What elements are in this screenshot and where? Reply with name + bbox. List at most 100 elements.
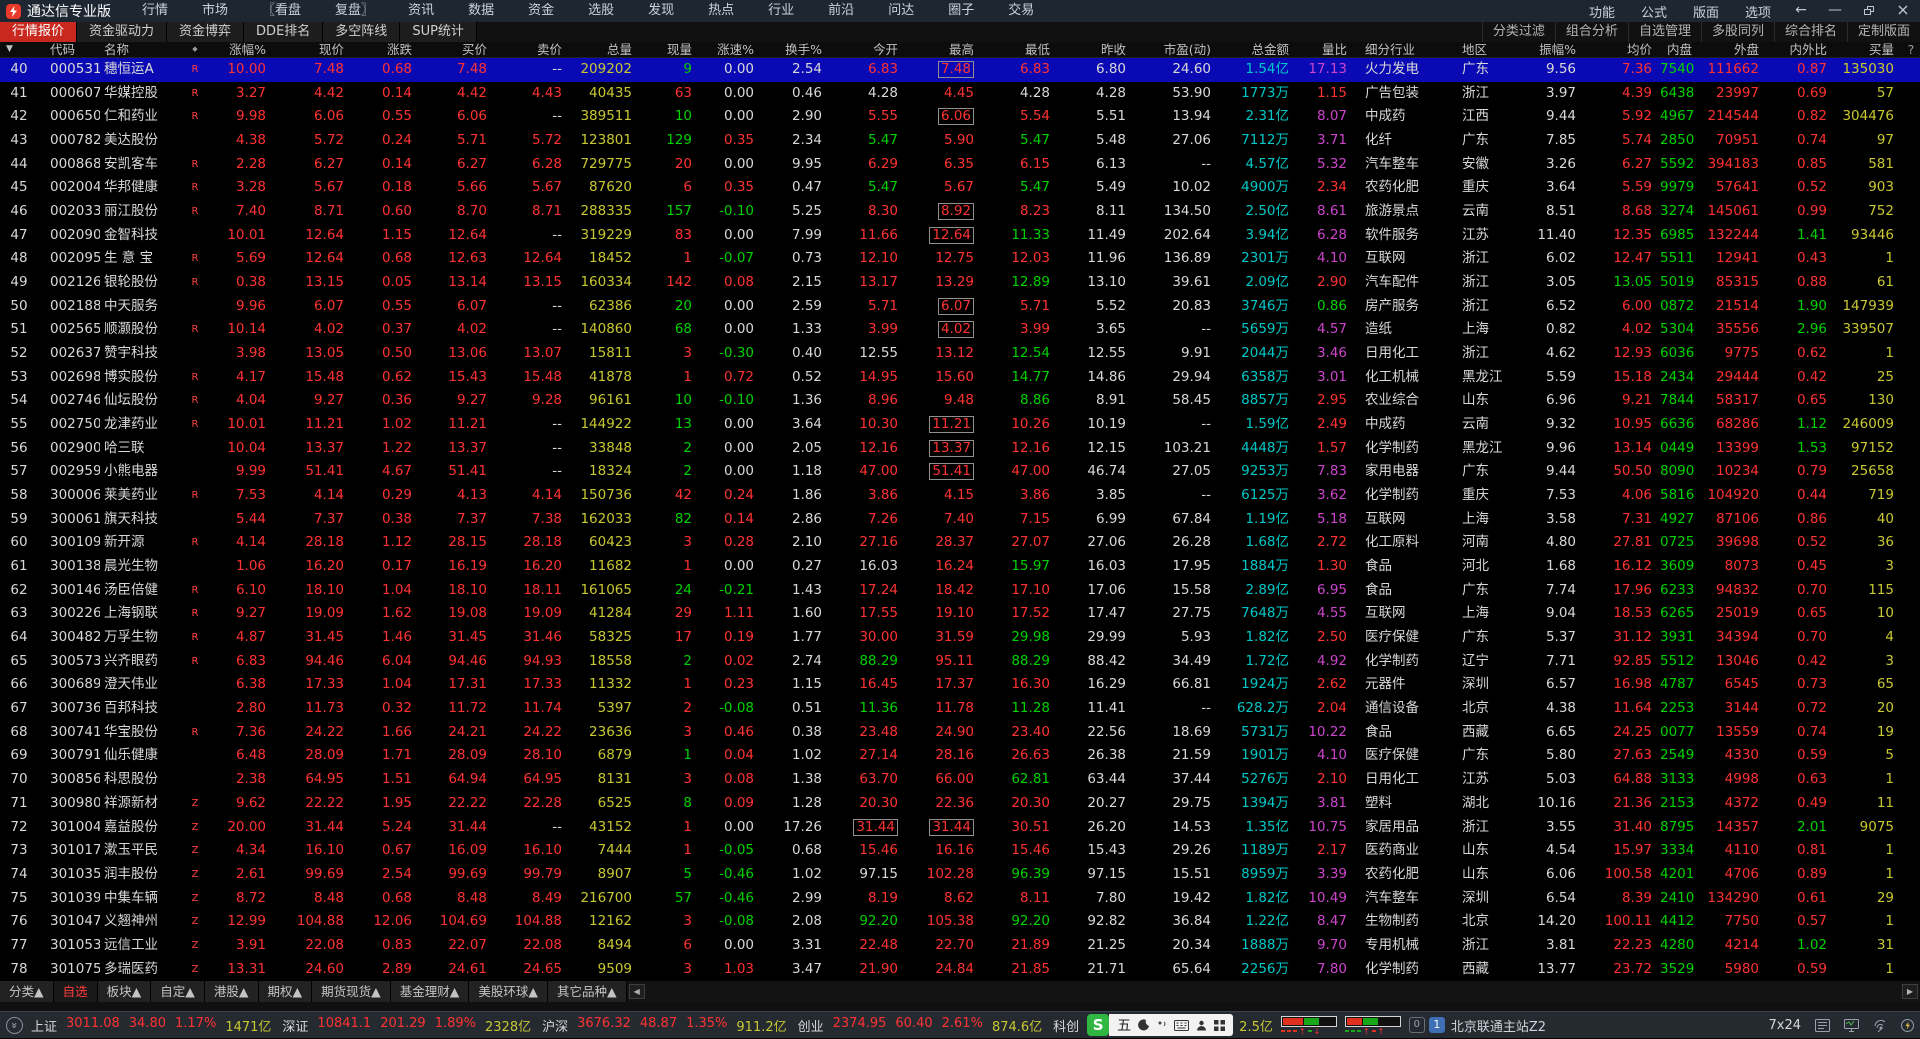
column-header-21[interactable]: 地区: [1462, 42, 1488, 57]
table-row[interactable]: 45 002004 华邦健康 R 3.28 5.67 0.18 5.66 5.67 87620 6 0…: [0, 176, 1920, 200]
table-row[interactable]: 65 300573 兴齐眼药 R 6.83 94.46 6.04 94.46 94.93 1855…: [0, 650, 1920, 674]
index-quote-0[interactable]: 上证 3011.08 34.80 1.17% 1471亿: [31, 1016, 271, 1035]
table-row[interactable]: 41 000607 华媒控股 R 3.27 4.42 0.14 4.42 4.43 40435 63…: [0, 82, 1920, 106]
column-header-11[interactable]: 涨速%: [717, 42, 754, 57]
menu-item-4[interactable]: 资讯: [408, 3, 435, 18]
index-label-partial[interactable]: 科创: [1053, 1019, 1080, 1035]
bottom-tab-1[interactable]: 自选: [53, 981, 98, 1003]
monitor-status-icon[interactable]: [1844, 1018, 1859, 1032]
column-header-3[interactable]: ◆: [192, 45, 198, 53]
bottom-tab-0[interactable]: 分类▲: [0, 981, 54, 1003]
quote-tab-3[interactable]: DDE排名: [244, 22, 324, 42]
notification-badge[interactable]: 1: [1428, 1017, 1445, 1034]
bottom-tab-6[interactable]: 期货现货▲: [312, 981, 391, 1003]
table-row[interactable]: 51 002565 顺灏股份 R 10.14 4.02 0.37 4.02 -- 140860 68…: [0, 318, 1920, 342]
table-row[interactable]: 67 300736 百邦科技 2.80 11.73 0.32 11.72 11.74 5397 2…: [0, 697, 1920, 721]
bottom-tab-7[interactable]: 基金理财▲: [390, 981, 470, 1003]
right-menu-item-0[interactable]: 功能: [1588, 5, 1615, 21]
table-row[interactable]: 47 002090 金智科技 10.01 12.64 1.15 12.64 -- 319229 8…: [0, 224, 1920, 248]
table-row[interactable]: 52 002637 赞宇科技 3.98 13.05 0.50 13.06 13.07 15811…: [0, 342, 1920, 366]
ime-mode-label[interactable]: 五: [1117, 1018, 1132, 1035]
table-row[interactable]: 46 002033 丽江股份 R 7.40 8.71 0.60 8.70 8.71 288335 1…: [0, 200, 1920, 224]
column-header-25[interactable]: 外盘: [1733, 42, 1759, 57]
menu-item-0[interactable]: 行情: [142, 3, 169, 18]
menu-item-2[interactable]: 〖看盘: [262, 3, 302, 18]
menu-item-14[interactable]: 交易: [1008, 3, 1035, 18]
column-header-1[interactable]: 代码: [50, 42, 76, 57]
column-header-26[interactable]: 内外比: [1789, 42, 1827, 57]
column-header-19[interactable]: 量比: [1321, 42, 1347, 57]
column-header-12[interactable]: 换手%: [785, 42, 822, 57]
toolbar-action-4[interactable]: 综合排名: [1773, 22, 1847, 42]
column-header-23[interactable]: 均价: [1626, 42, 1652, 57]
punctuation-icon[interactable]: [1157, 1020, 1167, 1030]
bottom-tab-9[interactable]: 其它品种▲: [548, 981, 627, 1003]
table-row[interactable]: 78 301075 多瑞医药 Z 13.31 24.60 2.89 24.61 24.65 950…: [0, 958, 1920, 982]
table-row[interactable]: 75 301039 中集车辆 Z 8.72 8.48 0.68 8.48 8.49 216700 5…: [0, 887, 1920, 911]
table-row[interactable]: 59 300061 旗天科技 5.44 7.37 0.38 7.37 7.38 162033 82…: [0, 508, 1920, 532]
menu-item-5[interactable]: 数据: [468, 3, 495, 18]
right-menu-item-2[interactable]: 版面: [1692, 5, 1719, 21]
table-row[interactable]: 61 300138 晨光生物 1.06 16.20 0.17 16.19 16.20 11682…: [0, 555, 1920, 579]
right-menu-item-1[interactable]: 公式: [1640, 5, 1667, 21]
toolbar-action-3[interactable]: 多股同列: [1700, 22, 1774, 42]
bottom-tab-8[interactable]: 美股环球▲: [469, 981, 549, 1003]
table-row[interactable]: 42 000650 仁和药业 R 9.98 6.06 0.55 6.06 -- 389511 10 0…: [0, 105, 1920, 129]
table-row[interactable]: 69 300791 仙乐健康 6.48 28.09 1.71 28.09 28.10 6879 1…: [0, 744, 1920, 768]
tab-scroll-left-icon[interactable]: ◀: [628, 984, 645, 1000]
column-header-14[interactable]: 最高: [948, 42, 974, 57]
tab-scroll-right-icon[interactable]: ▶: [1902, 984, 1918, 1000]
table-row[interactable]: 72 301004 嘉益股份 Z 20.00 31.44 5.24 31.44 -- 43152 1…: [0, 816, 1920, 840]
table-row[interactable]: 73 301017 漱玉平民 Z 4.34 16.10 0.67 16.09 16.10 7444…: [0, 839, 1920, 863]
toolbar-action-5[interactable]: 定制版面: [1846, 22, 1920, 42]
server-name[interactable]: 北京联通主站Z2: [1450, 1019, 1547, 1035]
menu-item-7[interactable]: 选股: [588, 3, 615, 18]
power-status-icon[interactable]: [1901, 1018, 1914, 1032]
ime-toolbar[interactable]: S 五: [1087, 1014, 1234, 1037]
column-header-9[interactable]: 总量: [606, 42, 632, 57]
table-row[interactable]: 40 000531 穗恒运A R 10.00 7.48 0.68 7.48 -- 209202 9 0…: [0, 58, 1920, 82]
column-header-27[interactable]: 买量: [1868, 42, 1894, 57]
menu-item-9[interactable]: 热点: [708, 3, 735, 18]
apps-grid-icon[interactable]: [1214, 1019, 1226, 1031]
column-header-6[interactable]: 涨跌: [386, 42, 412, 57]
message-zero-badge[interactable]: 0: [1408, 1017, 1425, 1034]
toolbar-action-2[interactable]: 自选管理: [1627, 22, 1701, 42]
menu-item-13[interactable]: 圈子: [948, 3, 975, 18]
table-row[interactable]: 68 300741 华宝股份 R 7.36 24.22 1.66 24.21 24.22 2363…: [0, 721, 1920, 745]
quote-tab-1[interactable]: 资金驱动力: [77, 22, 168, 42]
moon-icon[interactable]: [1138, 1019, 1150, 1031]
table-row[interactable]: 64 300482 万孚生物 R 4.87 31.45 1.46 31.45 31.46 5832…: [0, 626, 1920, 650]
column-header-0[interactable]: ▼: [6, 44, 13, 54]
column-header-17[interactable]: 市盈(动): [1163, 42, 1211, 57]
index-quote-3[interactable]: 创业 2374.95 60.40 2.61% 874.6亿: [798, 1016, 1043, 1035]
quote-list-icon[interactable]: [1815, 1018, 1830, 1032]
column-header-7[interactable]: 买价: [461, 42, 487, 57]
status-menu-icon[interactable]: »: [6, 1016, 23, 1034]
toolbar-action-0[interactable]: 分类过滤: [1481, 22, 1555, 42]
table-row[interactable]: 60 300109 新开源 R 4.14 28.18 1.12 28.15 28.18 60423…: [0, 531, 1920, 555]
table-row[interactable]: 43 000782 美达股份 4.38 5.72 0.24 5.71 5.72 123801 12…: [0, 129, 1920, 153]
column-header-15[interactable]: 最低: [1024, 42, 1050, 57]
table-row[interactable]: 57 002959 小熊电器 9.99 51.41 4.67 51.41 -- 18324 2 0.…: [0, 460, 1920, 484]
back-icon[interactable]: ←: [1795, 2, 1807, 18]
column-header-2[interactable]: 名称: [104, 42, 130, 57]
close-icon[interactable]: ×: [1896, 0, 1910, 19]
table-row[interactable]: 77 301053 远信工业 Z 3.91 22.08 0.83 22.07 22.08 8494…: [0, 934, 1920, 958]
keyboard-icon[interactable]: [1174, 1019, 1190, 1031]
bottom-tab-4[interactable]: 港股▲: [204, 981, 259, 1003]
menu-item-1[interactable]: 市场: [202, 3, 229, 18]
column-header-5[interactable]: 现价: [318, 42, 344, 57]
bottom-tab-2[interactable]: 板块▲: [97, 981, 152, 1003]
table-row[interactable]: 62 300146 汤臣倍健 R 6.10 18.10 1.04 18.10 18.11 1610…: [0, 579, 1920, 603]
table-row[interactable]: 66 300689 澄天伟业 6.38 17.33 1.04 17.31 17.33 11332…: [0, 673, 1920, 697]
table-row[interactable]: 74 301035 润丰股份 Z 2.61 99.69 2.54 99.69 99.79 8907…: [0, 863, 1920, 887]
column-header-22[interactable]: 振幅%: [1539, 42, 1576, 57]
column-header-10[interactable]: 现量: [666, 42, 692, 57]
ime-logo-icon[interactable]: S: [1087, 1014, 1110, 1037]
menu-item-3[interactable]: 复盘〗: [335, 3, 375, 18]
table-row[interactable]: 70 300856 科思股份 2.38 64.95 1.51 64.94 64.95 8131 3…: [0, 768, 1920, 792]
menu-item-8[interactable]: 发现: [648, 3, 675, 18]
index-quote-1[interactable]: 深证 10841.1 201.29 1.89% 2328亿: [282, 1016, 531, 1035]
table-row[interactable]: 49 002126 银轮股份 R 0.38 13.15 0.05 13.14 13.15 1603…: [0, 271, 1920, 295]
